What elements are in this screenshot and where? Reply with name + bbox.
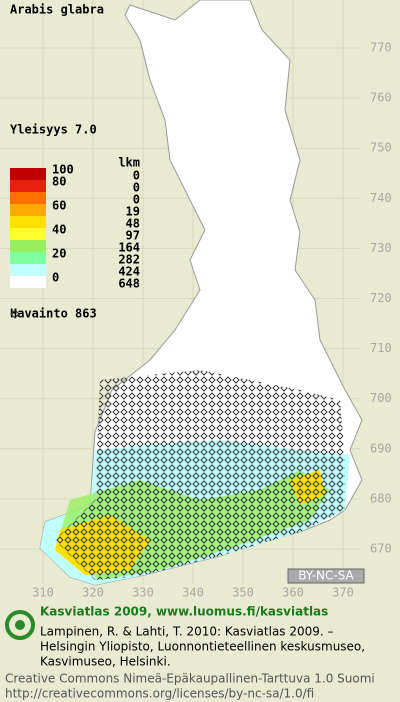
- legend-label: 0: [52, 271, 59, 285]
- legend-label: 60: [52, 199, 66, 213]
- legend-swatch: [10, 216, 46, 228]
- citation: Helsingin Yliopisto, Luonnontieteellinen…: [40, 640, 365, 654]
- legend-swatch: [10, 240, 46, 252]
- north-label: 750: [370, 141, 392, 155]
- north-label: 720: [370, 291, 392, 305]
- legend-label: 100: [52, 163, 74, 177]
- legend-count: 0: [133, 193, 140, 207]
- badge-text: BY-NC-SA: [298, 569, 354, 583]
- legend-swatch: [10, 192, 46, 204]
- north-label: 710: [370, 341, 392, 355]
- title: Arabis glabra: [10, 3, 104, 17]
- legend-count: 164: [118, 241, 140, 255]
- east-label: 310: [32, 586, 54, 600]
- legend-count: 97: [126, 229, 140, 243]
- legend-swatch: [10, 264, 46, 276]
- legend-label: 40: [52, 223, 66, 237]
- north-label: 770: [370, 41, 392, 55]
- observations-count: Havainto 863: [10, 307, 97, 321]
- logo: [15, 620, 25, 630]
- observation-symbol: [10, 309, 20, 319]
- legend-swatch: [10, 252, 46, 264]
- legend-swatch: [10, 180, 46, 192]
- legend-swatch: [10, 276, 46, 288]
- legend-count: 424: [118, 265, 140, 279]
- license-url: http://creativecommons.org/licenses/by-n…: [5, 687, 314, 701]
- north-label: 680: [370, 491, 392, 505]
- legend-swatch: [10, 228, 46, 240]
- legend-label: 20: [52, 247, 66, 261]
- citation: Kasvimuseo, Helsinki.: [40, 655, 171, 669]
- legend-swatch: [10, 204, 46, 216]
- legend-count: 19: [126, 205, 140, 219]
- legend-count: 0: [133, 169, 140, 183]
- legend-count: 648: [118, 277, 140, 291]
- legend-label: 80: [52, 175, 66, 189]
- legend-count: 48: [126, 217, 140, 231]
- north-label: 670: [370, 542, 392, 556]
- legend-count: 282: [118, 253, 140, 267]
- north-label: 740: [370, 191, 392, 205]
- citation: Lampinen, R. & Lahti, T. 2010: Kasviatla…: [40, 625, 334, 639]
- footer-heading: Kasviatlas 2009, www.luomus.fi/kasviatla…: [40, 605, 328, 619]
- north-label: 730: [370, 241, 392, 255]
- north-label: 760: [370, 91, 392, 105]
- east-label: 330: [132, 586, 154, 600]
- east-label: 320: [82, 586, 104, 600]
- frequency: Yleisyys 7.0: [10, 123, 97, 137]
- observations: [55, 370, 345, 580]
- east-label: 360: [282, 586, 304, 600]
- license: Creative Commons Nimeä-Epäkaupallinen-Ta…: [5, 672, 375, 686]
- north-label: 690: [370, 441, 392, 455]
- legend-title: lkm: [118, 156, 140, 170]
- legend-count: 0: [133, 181, 140, 195]
- east-label: 350: [232, 586, 254, 600]
- logo: [5, 610, 35, 640]
- north-label: 700: [370, 391, 392, 405]
- east-label: 340: [182, 586, 204, 600]
- east-label: 370: [332, 586, 354, 600]
- legend-swatch: [10, 168, 46, 180]
- license-badge: [287, 568, 365, 584]
- grid: 770 760 750 740 730 720 710 700 690 680 670 310 320 3…: [0, 0, 392, 600]
